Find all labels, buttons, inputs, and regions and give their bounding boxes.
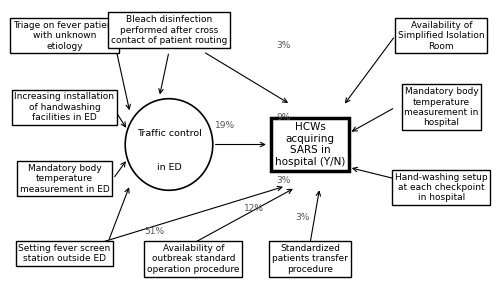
Text: Increasing installation
of handwashing
facilities in ED: Increasing installation of handwashing f… [14,92,114,122]
Text: Hand-washing setup
at each checkpoint
in hospital: Hand-washing setup at each checkpoint in… [395,173,488,202]
Text: 51%: 51% [144,227,165,236]
Text: 9%: 9% [276,113,290,122]
Text: 3%: 3% [296,213,310,222]
Text: 3%: 3% [276,41,290,50]
Text: 3%: 3% [276,176,290,185]
Text: in ED: in ED [156,163,182,172]
Text: Triage on fever patient
with unknown
etiology: Triage on fever patient with unknown eti… [13,21,116,51]
Text: Standardized
patients transfer
procedure: Standardized patients transfer procedure [272,244,348,274]
Text: Availability of
outbreak standard
operation procedure: Availability of outbreak standard operat… [147,244,240,274]
Text: 12%: 12% [244,204,264,213]
Text: Mandatory body
temperature
measurement in ED: Mandatory body temperature measurement i… [20,164,110,194]
Text: Traffic control: Traffic control [136,129,202,138]
Text: 19%: 19% [215,121,235,130]
Ellipse shape [125,99,213,190]
Text: Bleach disinfection
performed after cross
contact of patient routing: Bleach disinfection performed after cros… [111,15,227,45]
Text: Availability of
Simplified Isolation
Room: Availability of Simplified Isolation Roo… [398,21,484,51]
Text: Setting fever screen
station outside ED: Setting fever screen station outside ED [18,244,110,263]
Text: HCWs
acquiring
SARS in
hospital (Y/N): HCWs acquiring SARS in hospital (Y/N) [275,122,345,167]
Text: Mandatory body
temperature
measurement in
hospital: Mandatory body temperature measurement i… [404,87,478,127]
